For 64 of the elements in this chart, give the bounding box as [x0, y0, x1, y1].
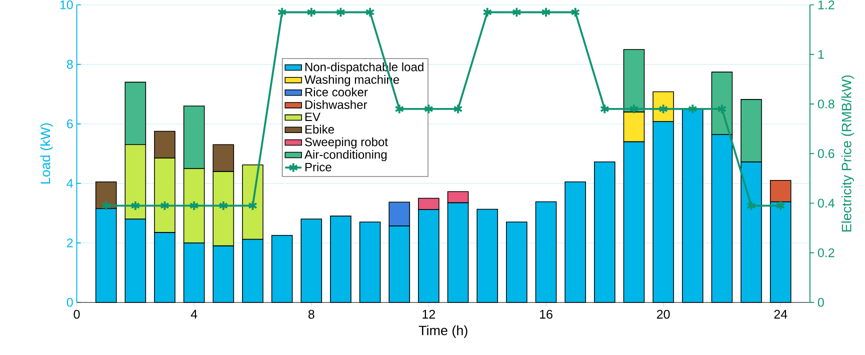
legend-label: EV: [305, 112, 320, 122]
x-tick-label: 20: [656, 310, 670, 319]
x-tick-label: 24: [774, 310, 788, 319]
y2-tick-label: 0.4: [818, 198, 834, 208]
y-tick-label: 6: [67, 120, 73, 128]
point: [658, 104, 668, 114]
y2-tick-label: 1.2: [818, 0, 834, 10]
point: [482, 7, 492, 18]
legend-label: Ebike: [305, 125, 334, 134]
point: [424, 104, 434, 114]
point: [101, 200, 111, 212]
bar: [564, 182, 586, 303]
y-tick-label: 2: [67, 238, 73, 248]
point: [130, 200, 140, 212]
point: [218, 200, 228, 212]
bar: [682, 108, 704, 303]
x-tick-label: 4: [190, 310, 198, 319]
point: [776, 200, 786, 212]
legend-label: Rice cooker: [305, 88, 368, 97]
legend-label: Dishwasher: [305, 100, 368, 110]
point: [277, 7, 287, 18]
point: [248, 200, 258, 212]
y2-tick-label: 0: [818, 298, 824, 308]
y2-tick-label: 0.6: [818, 149, 834, 158]
y-tick-label: 4: [66, 179, 73, 188]
bar: [506, 222, 528, 303]
point: [160, 200, 170, 212]
point: [629, 104, 639, 114]
legend-label: Sweeping robot: [304, 138, 388, 149]
bar: [300, 218, 322, 303]
x-tick-label: 16: [540, 310, 552, 319]
point: [717, 104, 727, 114]
y-tick-label: 8: [66, 60, 73, 69]
point: [453, 104, 463, 114]
bar: [535, 202, 557, 303]
bar: [330, 216, 352, 303]
y2-tick-label: 1: [818, 50, 824, 59]
x-axis-title: Time (h): [418, 326, 468, 338]
point: [512, 7, 522, 18]
point: [600, 104, 610, 114]
bar: [359, 222, 381, 303]
point: [746, 200, 756, 212]
bar: [476, 209, 498, 303]
point: [541, 7, 551, 18]
bar: [594, 162, 616, 303]
point: [306, 7, 316, 18]
point: [189, 200, 199, 212]
x-tick-label: 8: [308, 310, 314, 319]
point: [394, 104, 404, 114]
y2-tick-label: 0.2: [818, 248, 834, 258]
x-tick-label: 12: [422, 310, 436, 319]
point: [688, 104, 698, 114]
point: [570, 7, 580, 18]
bar: [271, 235, 293, 303]
point: [336, 7, 346, 18]
legend-label: Air-conditioning: [304, 150, 387, 162]
y-tick-label: 0: [66, 298, 73, 308]
x-tick-label: 0: [74, 310, 80, 319]
legend-label: Price: [305, 162, 332, 172]
y2-tick-label: 0.8: [818, 100, 834, 109]
y-tick-label: 10: [60, 0, 73, 10]
y2-axis-title: Electricity Price (RMB/kW): [841, 76, 854, 232]
point: [365, 7, 375, 18]
y-axis-title: Load (kW): [40, 124, 53, 184]
